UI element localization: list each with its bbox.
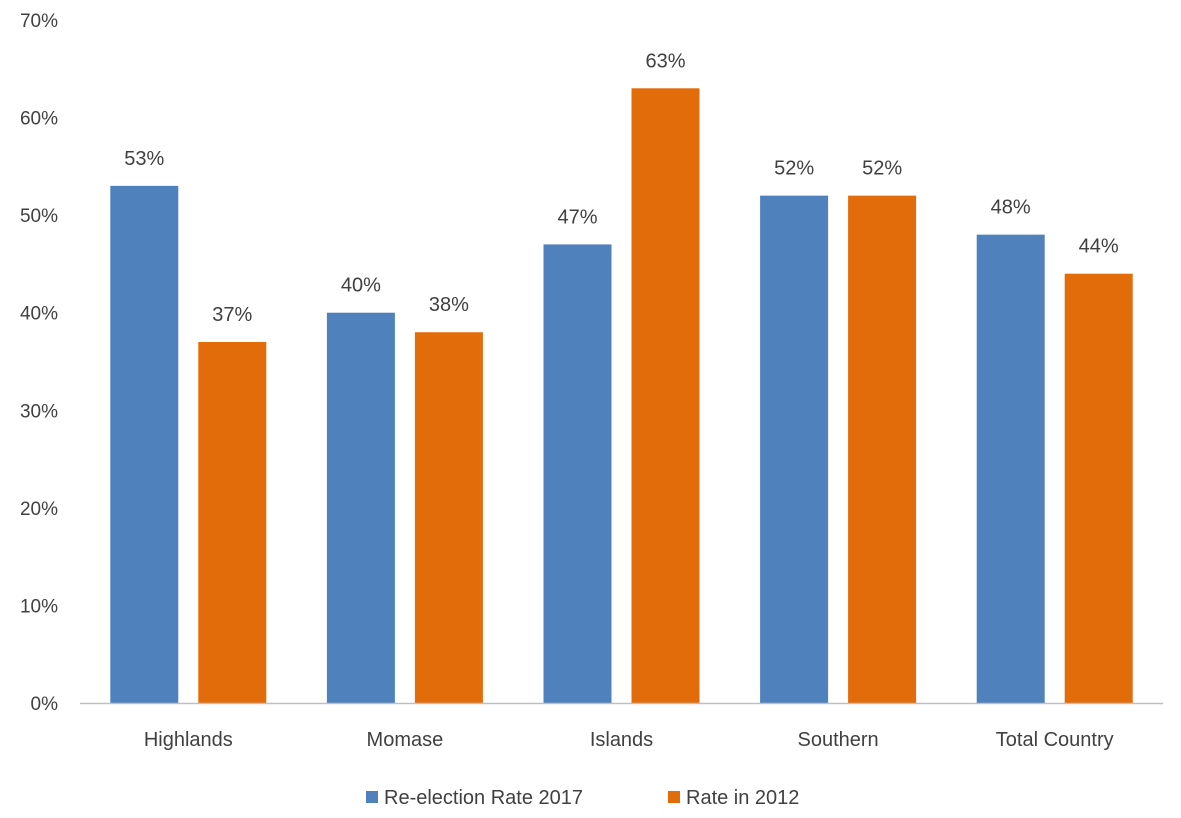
- legend-swatch: [668, 791, 680, 803]
- data-label: 48%: [991, 197, 1031, 219]
- category-label: Highlands: [144, 729, 233, 751]
- bar-rate-2012: [1064, 273, 1133, 703]
- legend-swatch: [366, 791, 378, 803]
- data-labels: 53% 37% 40% 38% 47% 63% 52% 52% 48% 44%: [124, 50, 1119, 326]
- bar-reelection-2017: [976, 234, 1045, 703]
- data-label: 47%: [557, 206, 597, 228]
- legend-label: Rate in 2012: [686, 787, 799, 809]
- legend-label: Re-election Rate 2017: [384, 787, 583, 809]
- bar-rate-2012: [848, 195, 917, 703]
- data-label: 37%: [212, 304, 252, 326]
- y-tick-label: 0%: [31, 694, 59, 715]
- y-tick-label: 50%: [20, 206, 58, 227]
- data-label: 52%: [862, 158, 902, 180]
- category-label: Momase: [367, 729, 444, 751]
- category-label: Southern: [798, 729, 879, 751]
- bar-rate-2012: [631, 88, 700, 704]
- y-tick-label: 10%: [20, 596, 58, 617]
- data-label: 53%: [124, 148, 164, 170]
- data-label: 38%: [429, 294, 469, 316]
- legend: Re-election Rate 2017 Rate in 2012: [366, 787, 799, 809]
- data-label: 63%: [645, 50, 685, 72]
- bars: [110, 88, 1133, 704]
- bar-rate-2012: [198, 341, 267, 703]
- y-tick-label: 30%: [20, 401, 58, 422]
- category-labels: Highlands Momase Islands Southern Total Coun…: [144, 729, 1114, 751]
- bar-reelection-2017: [760, 195, 829, 703]
- y-tick-label: 40%: [20, 304, 58, 325]
- category-label: Total Country: [996, 729, 1114, 751]
- data-label: 52%: [774, 158, 814, 180]
- y-axis-ticks: 0% 10% 20% 30% 40% 50% 60% 70%: [20, 11, 58, 715]
- bar-reelection-2017: [326, 312, 395, 703]
- y-tick-label: 70%: [20, 11, 58, 32]
- bar-rate-2012: [414, 332, 483, 703]
- y-tick-label: 60%: [20, 109, 58, 130]
- bar-reelection-2017: [110, 185, 179, 703]
- data-label: 44%: [1079, 236, 1119, 258]
- category-label: Islands: [590, 729, 653, 751]
- y-tick-label: 20%: [20, 499, 58, 520]
- bar-reelection-2017: [543, 244, 612, 703]
- data-label: 40%: [341, 275, 381, 297]
